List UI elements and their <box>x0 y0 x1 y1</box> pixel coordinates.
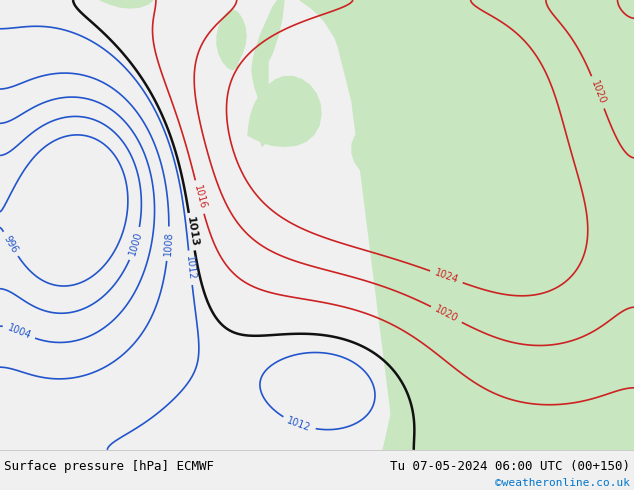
Polygon shape <box>383 0 591 450</box>
Text: 1004: 1004 <box>6 322 32 341</box>
Text: 1020: 1020 <box>433 304 460 324</box>
Text: 1024: 1024 <box>433 268 460 286</box>
Polygon shape <box>252 0 284 147</box>
Text: 1016: 1016 <box>191 184 207 210</box>
Polygon shape <box>388 209 402 223</box>
Polygon shape <box>217 10 246 70</box>
Text: 996: 996 <box>2 234 20 254</box>
Text: 1012: 1012 <box>286 416 313 433</box>
Polygon shape <box>300 0 634 450</box>
Polygon shape <box>378 189 390 203</box>
Text: Surface pressure [hPa] ECMWF: Surface pressure [hPa] ECMWF <box>4 460 214 473</box>
Text: ©weatheronline.co.uk: ©weatheronline.co.uk <box>495 478 630 488</box>
Polygon shape <box>100 0 153 8</box>
Text: Tu 07-05-2024 06:00 UTC (00+150): Tu 07-05-2024 06:00 UTC (00+150) <box>390 460 630 473</box>
Text: 1000: 1000 <box>127 230 144 257</box>
Text: 1008: 1008 <box>162 231 174 256</box>
Polygon shape <box>352 129 396 179</box>
Text: 1020: 1020 <box>589 79 607 105</box>
Polygon shape <box>248 76 321 147</box>
Text: 1012: 1012 <box>184 255 197 281</box>
Text: 1013: 1013 <box>184 216 199 247</box>
